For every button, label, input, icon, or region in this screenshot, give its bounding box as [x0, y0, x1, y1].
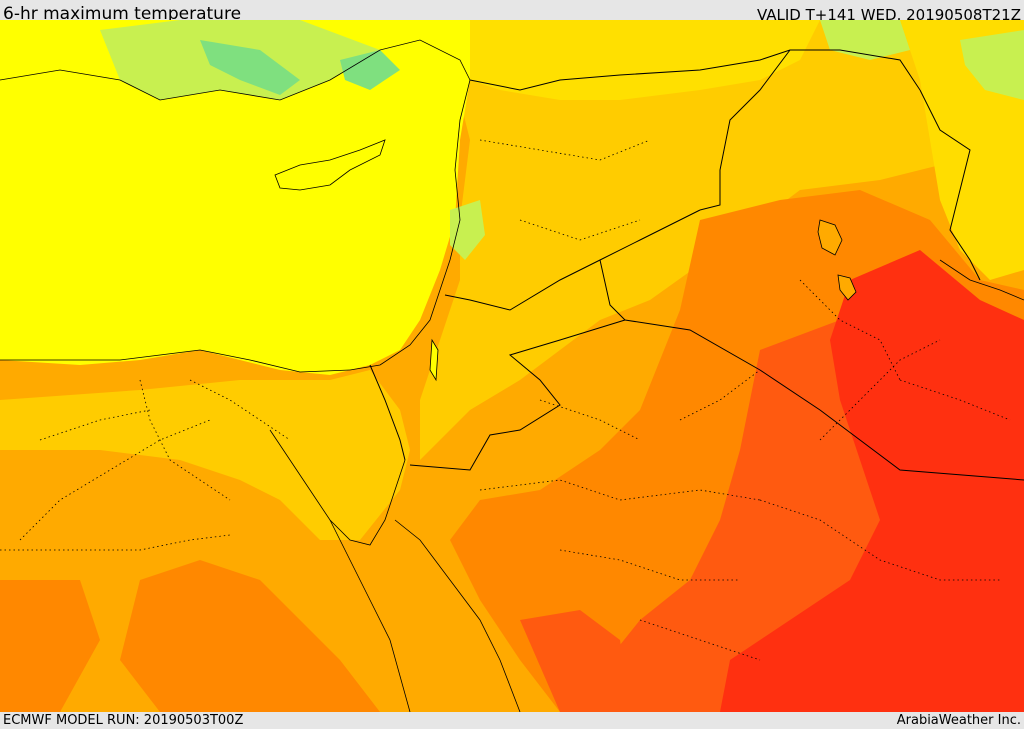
coastline-arabia-red-sea	[394, 519, 521, 712]
admin-border-16	[539, 399, 641, 441]
admin-border-12	[679, 369, 761, 421]
admin-border-11	[899, 379, 1011, 421]
lake-2	[837, 274, 857, 301]
cyprus-outline	[274, 139, 386, 191]
admin-border-13	[819, 339, 941, 441]
band-very-hot-south	[520, 610, 630, 712]
band-cool-lebanon	[450, 200, 485, 260]
coastline-egypt	[0, 349, 351, 373]
band-extreme	[720, 250, 1024, 712]
band-hotter-egypt	[120, 560, 380, 712]
model-run-label: ECMWF MODEL RUN: 20190503T00Z	[3, 713, 244, 728]
admin-border-8	[639, 619, 761, 661]
admin-borders	[0, 139, 1011, 661]
admin-border-9	[759, 499, 1000, 581]
band-warm-egypt	[0, 370, 410, 540]
temperature-map-canvas	[0, 20, 1024, 712]
band-coolest-turkey-east	[340, 50, 400, 90]
admin-border-4	[479, 139, 651, 161]
credit-label: ArabiaWeather Inc.	[896, 713, 1021, 728]
lake-1	[817, 219, 843, 256]
border-egypt-israel	[369, 364, 406, 461]
border-turkey-syria	[469, 49, 921, 91]
coastline-turkey	[0, 39, 471, 101]
coastline-gulf	[939, 259, 1024, 301]
band-coolest-turkey	[200, 40, 300, 95]
map-title: 6-hr maximum temperature	[3, 4, 242, 24]
dead-sea	[429, 338, 439, 382]
border-syria-jordan	[444, 209, 701, 311]
admin-border-5	[519, 219, 641, 241]
valid-time-label: VALID T+141 WED. 20190508T21Z	[756, 6, 1021, 24]
band-hotter-sudan	[0, 580, 100, 712]
border-iraq-saudi	[624, 319, 1024, 481]
footer-bar: ECMWF MODEL RUN: 20190503T00Z ArabiaWeat…	[0, 712, 1024, 729]
header-bar: 6-hr maximum temperature VALID T+141 WED…	[0, 0, 1024, 24]
coastline-red-sea	[329, 519, 411, 712]
border-syria-iraq	[699, 49, 791, 211]
admin-border-10	[799, 279, 901, 381]
admin-border-7	[559, 549, 740, 581]
band-mild-north	[470, 20, 820, 100]
admin-border-3	[139, 379, 231, 501]
border-jordan-iraq	[599, 259, 626, 321]
coastline-levant	[349, 79, 471, 371]
border-iraq-iran	[919, 89, 981, 281]
border-jordan-saudi	[409, 319, 626, 471]
temperature-map[interactable]	[0, 20, 1024, 712]
band-cool-iran	[960, 30, 1024, 100]
coastline-gulf-suez	[269, 429, 406, 546]
band-mild	[0, 20, 470, 375]
admin-border-15	[39, 409, 151, 441]
